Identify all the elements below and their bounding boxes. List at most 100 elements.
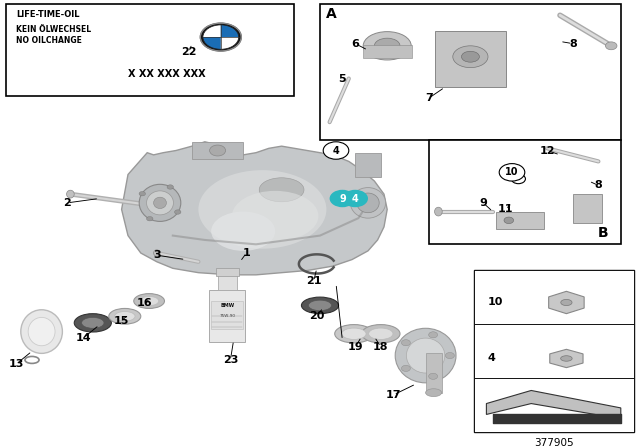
- Ellipse shape: [364, 32, 412, 60]
- Ellipse shape: [259, 178, 304, 202]
- Ellipse shape: [232, 191, 319, 241]
- Text: 19: 19: [348, 342, 363, 352]
- Ellipse shape: [140, 297, 159, 306]
- Text: BMW: BMW: [220, 303, 234, 308]
- Bar: [435, 30, 506, 87]
- Bar: [218, 275, 237, 290]
- Circle shape: [200, 23, 241, 51]
- Text: 10: 10: [488, 297, 503, 307]
- Ellipse shape: [335, 325, 373, 343]
- Text: 4: 4: [488, 353, 495, 363]
- Polygon shape: [550, 349, 583, 368]
- Text: 377905: 377905: [534, 439, 573, 448]
- Circle shape: [167, 185, 173, 189]
- Ellipse shape: [147, 191, 173, 215]
- Text: 18: 18: [373, 342, 388, 352]
- Ellipse shape: [154, 197, 166, 208]
- Ellipse shape: [308, 300, 332, 310]
- Text: A: A: [326, 7, 337, 21]
- Circle shape: [323, 142, 349, 159]
- Circle shape: [429, 332, 438, 338]
- Text: 20: 20: [309, 311, 324, 321]
- Text: KEIN ÖLWECHSEL: KEIN ÖLWECHSEL: [16, 25, 91, 34]
- Bar: [474, 378, 634, 432]
- Text: 5: 5: [339, 73, 346, 83]
- Ellipse shape: [362, 325, 400, 343]
- Ellipse shape: [426, 389, 442, 396]
- Ellipse shape: [342, 328, 366, 340]
- Bar: [426, 353, 442, 392]
- Text: 8: 8: [595, 181, 602, 190]
- Text: NO OILCHANGE: NO OILCHANGE: [16, 36, 82, 45]
- Text: 12: 12: [540, 146, 555, 155]
- Ellipse shape: [561, 356, 572, 361]
- Text: 8: 8: [569, 39, 577, 49]
- Ellipse shape: [115, 311, 135, 321]
- Circle shape: [139, 192, 145, 196]
- Circle shape: [401, 340, 410, 346]
- Circle shape: [401, 365, 410, 371]
- Text: 23: 23: [223, 355, 238, 365]
- Ellipse shape: [435, 207, 442, 216]
- Circle shape: [147, 216, 153, 221]
- Circle shape: [445, 353, 454, 358]
- Bar: [209, 290, 245, 342]
- Ellipse shape: [561, 299, 572, 306]
- Bar: [429, 140, 621, 244]
- Ellipse shape: [154, 250, 160, 256]
- Wedge shape: [203, 25, 221, 37]
- Text: 3: 3: [153, 250, 161, 260]
- Text: 2: 2: [63, 198, 71, 208]
- Polygon shape: [122, 142, 387, 275]
- Bar: [363, 45, 412, 58]
- Ellipse shape: [357, 193, 380, 213]
- Text: 21: 21: [306, 276, 321, 286]
- Ellipse shape: [82, 317, 104, 328]
- Text: 75W-90: 75W-90: [219, 314, 236, 318]
- Ellipse shape: [74, 314, 111, 332]
- Bar: [573, 194, 602, 223]
- Bar: [355, 153, 381, 177]
- Ellipse shape: [605, 42, 617, 50]
- Text: 17: 17: [386, 390, 401, 400]
- Circle shape: [429, 373, 438, 379]
- Bar: [192, 142, 243, 159]
- Text: 22: 22: [181, 47, 196, 57]
- Text: 15: 15: [114, 316, 129, 326]
- Text: 1: 1: [243, 248, 250, 258]
- Ellipse shape: [453, 46, 488, 68]
- Bar: [320, 4, 621, 140]
- Ellipse shape: [134, 293, 164, 308]
- Bar: [211, 301, 243, 329]
- Circle shape: [175, 210, 181, 214]
- Ellipse shape: [210, 145, 226, 156]
- Polygon shape: [486, 391, 621, 419]
- Text: 13: 13: [8, 359, 24, 369]
- Ellipse shape: [396, 328, 456, 383]
- Text: 9: 9: [339, 194, 346, 203]
- Text: 6: 6: [351, 39, 359, 49]
- Bar: [474, 271, 634, 324]
- Text: 16: 16: [136, 298, 152, 308]
- Ellipse shape: [369, 328, 393, 340]
- Text: X XX XXX XXX: X XX XXX XXX: [127, 69, 205, 78]
- Bar: [474, 271, 634, 432]
- Circle shape: [342, 190, 368, 207]
- Ellipse shape: [301, 297, 339, 314]
- Ellipse shape: [67, 190, 74, 198]
- Bar: [496, 211, 544, 229]
- Bar: [6, 4, 294, 96]
- Text: 14: 14: [76, 333, 91, 343]
- Ellipse shape: [140, 184, 181, 221]
- Ellipse shape: [198, 170, 326, 249]
- Wedge shape: [221, 37, 239, 49]
- Wedge shape: [221, 25, 239, 37]
- Ellipse shape: [406, 338, 445, 373]
- Text: LIFE-TIME-OIL: LIFE-TIME-OIL: [16, 9, 79, 19]
- Text: B: B: [597, 226, 608, 240]
- Circle shape: [330, 190, 355, 207]
- Ellipse shape: [461, 51, 479, 62]
- Ellipse shape: [351, 188, 385, 218]
- Text: 4: 4: [352, 194, 358, 203]
- Ellipse shape: [504, 217, 514, 224]
